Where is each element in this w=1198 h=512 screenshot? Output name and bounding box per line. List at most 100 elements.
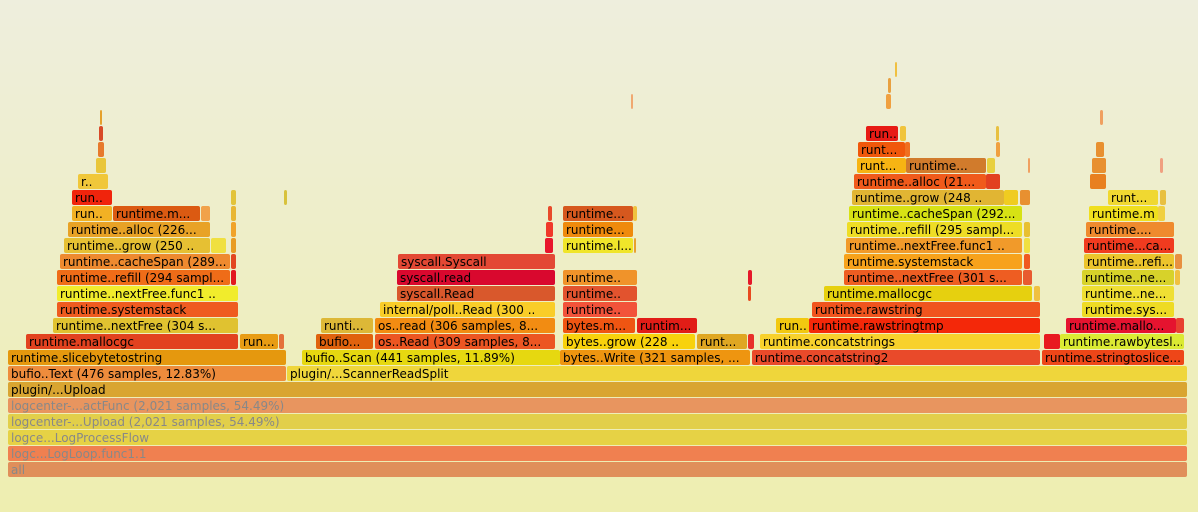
flame-bar-ca3[interactable] [1084, 238, 1174, 253]
flame-frame-actfunc[interactable]: logcenter-...actFunc (2,021 samples, 54.… [8, 398, 1187, 413]
flame-frame-osread1[interactable]: os..read (306 samples, 8... [375, 318, 555, 333]
flame-bar-upload_outer[interactable] [8, 414, 1187, 429]
flame-bar-rt_dots4[interactable] [563, 222, 633, 237]
flame-sliver-33[interactable] [1020, 190, 1030, 205]
flame-frame-alloc1[interactable]: runtime..alloc (226... [68, 222, 210, 237]
flame-bar-runt_4[interactable] [1108, 190, 1158, 205]
flame-frame-runtime_small3[interactable]: runtime... [906, 158, 986, 173]
flame-bar-all[interactable] [8, 462, 1187, 477]
flame-sliver-27[interactable] [905, 142, 910, 157]
flame-sliver-48[interactable] [1175, 254, 1182, 269]
flame-bar-systemstack2[interactable] [844, 254, 1022, 269]
flame-frame-bioscan[interactable]: bufio..Scan (441 samples, 11.89%) [302, 350, 560, 365]
flame-bar-rawbytesl[interactable] [1060, 334, 1184, 349]
flame-bar-refill2[interactable] [847, 222, 1022, 237]
flame-frame-ca3[interactable]: runtime...ca... [1084, 238, 1174, 253]
flame-bar-mallo3[interactable] [1066, 318, 1176, 333]
flame-frame-refill1[interactable]: runtime..refill (294 sampl... [57, 270, 230, 285]
flame-bar-refi3[interactable] [1084, 254, 1174, 269]
flame-bar-run3[interactable] [72, 190, 112, 205]
flame-sliver-2[interactable] [231, 190, 236, 205]
flame-frame-refill2[interactable]: runtime..refill (295 sampl... [847, 222, 1022, 237]
flame-sliver-49[interactable] [1175, 270, 1180, 285]
flame-sliver-12[interactable] [99, 126, 103, 141]
flame-bar-rt_dots3[interactable] [563, 270, 637, 285]
flame-frame-mallocgc1[interactable]: runtime.mallocgc [26, 334, 238, 349]
flame-bar-rawstring[interactable] [812, 302, 1040, 317]
flame-sliver-47[interactable] [1160, 158, 1163, 173]
flame-frame-rawstringtmp[interactable]: runtime.rawstringtmp [809, 318, 1040, 333]
flame-frame-nextfreefunc1[interactable]: runtime..nextFree.func1 .. [57, 286, 238, 301]
flame-bar-runt_small[interactable] [697, 334, 747, 349]
flame-sliver-7[interactable] [231, 270, 236, 285]
flame-sliver-10[interactable] [96, 158, 106, 173]
flame-bar-logloop[interactable] [8, 446, 1187, 461]
flame-frame-rt_dots4[interactable]: runtime... [563, 222, 633, 237]
flame-bar-slicebyte[interactable] [8, 350, 286, 365]
flame-frame-run_small5[interactable]: run... [866, 126, 901, 141]
flame-frame-mallocgc2[interactable]: runtime.mallocgc [824, 286, 1032, 301]
flame-sliver-1[interactable] [284, 190, 287, 205]
flame-sliver-13[interactable] [100, 110, 102, 125]
flame-frame-ne3a[interactable]: runtime..ne... [1082, 286, 1174, 301]
flame-frame-rt_l[interactable]: runtime.l... [563, 238, 633, 253]
flame-bar-biotext[interactable] [8, 366, 286, 381]
flame-frame-syscallread[interactable]: syscall.read [397, 270, 555, 285]
flame-frame-logloop[interactable]: logc...LogLoop.func1.1 [8, 446, 1187, 461]
flame-sliver-16[interactable] [548, 206, 552, 221]
flame-frame-runtime_small2[interactable]: runtim... [637, 318, 697, 333]
flame-frame-bufio_small[interactable]: bufio... [316, 334, 373, 349]
flame-sliver-14[interactable] [545, 238, 553, 253]
flame-sliver-29[interactable] [996, 142, 1000, 157]
flame-sliver-3[interactable] [231, 206, 236, 221]
flame-sliver-40[interactable] [1044, 334, 1060, 349]
flame-frame-runtime_m3[interactable]: runtime.m... [1089, 206, 1166, 221]
flame-bar-actfunc[interactable] [8, 398, 1187, 413]
flame-sliver-42[interactable] [1090, 174, 1106, 189]
flame-bar-systemstack1[interactable] [57, 302, 238, 317]
flame-frame-nextfree1[interactable]: runtime..nextFree (304 s... [53, 318, 238, 333]
flame-bar-processflow[interactable] [8, 430, 1187, 445]
flame-frame-systemstack1[interactable]: runtime.systemstack [57, 302, 238, 317]
flame-bar-ne3a[interactable] [1082, 286, 1174, 301]
flame-bar-runtime_m3[interactable] [1089, 206, 1158, 221]
flame-bar-runti[interactable] [321, 318, 373, 333]
flame-frame-slicebyte[interactable]: runtime.slicebytetostring [8, 350, 286, 365]
flame-frame-rt_dots2[interactable]: runtime.. [563, 286, 637, 301]
flame-sliver-6[interactable] [231, 254, 236, 269]
flame-sliver-45[interactable] [1158, 206, 1165, 221]
flame-bar-bufio_small[interactable] [316, 334, 373, 349]
flame-bar-runtime_small3[interactable] [906, 158, 986, 173]
flame-sliver-34[interactable] [1024, 222, 1030, 237]
flame-bar-run_small5[interactable] [866, 126, 898, 141]
flame-frame-run_small4[interactable]: run... [776, 318, 811, 333]
flame-sliver-20[interactable] [748, 270, 752, 285]
flame-sliver-43[interactable] [1096, 142, 1104, 157]
flame-frame-sys3[interactable]: runtime.sys... [1082, 302, 1174, 317]
flame-bar-rt_dots1[interactable] [563, 302, 637, 317]
flame-frame-run_small1[interactable]: run... [240, 334, 278, 349]
flame-bar-rt_l[interactable] [563, 238, 633, 253]
flame-frame-systemstack2[interactable]: runtime.systemstack [844, 254, 1022, 269]
flame-frame-rawbytesl[interactable]: runtime.rawbytesl... [1060, 334, 1184, 349]
flame-sliver-25[interactable] [895, 62, 897, 77]
flame-sliver-5[interactable] [231, 238, 236, 253]
flame-frame-stringtoslice[interactable]: runtime.stringtoslice... [1042, 350, 1184, 365]
flame-sliver-36[interactable] [1024, 254, 1030, 269]
flame-bar-osread2[interactable] [375, 334, 555, 349]
flame-sliver-15[interactable] [546, 222, 553, 237]
flame-frame-rt_dots5[interactable]: runtime... [563, 206, 633, 221]
flame-frame-dots3[interactable]: runtime.... [1086, 222, 1174, 237]
flame-bar-pollread[interactable] [380, 302, 555, 317]
flame-bar-bytesgrow[interactable] [563, 334, 695, 349]
flame-bar-nextfreefunc2[interactable] [846, 238, 1022, 253]
flame-frame-grow2[interactable]: runtime..grow (248 .. [852, 190, 1004, 205]
flame-frame-run3[interactable]: run.. [72, 190, 112, 205]
flame-sliver-46[interactable] [1160, 190, 1166, 205]
flame-frame-refi3[interactable]: runtime..refi... [1084, 254, 1174, 269]
flame-bar-run2[interactable] [72, 206, 112, 221]
flame-bar-stringtoslice[interactable] [1042, 350, 1184, 365]
flame-frame-bytesm[interactable]: bytes.m... [563, 318, 635, 333]
flame-sliver-19[interactable] [631, 94, 633, 109]
flame-sliver-41[interactable] [1092, 158, 1106, 173]
